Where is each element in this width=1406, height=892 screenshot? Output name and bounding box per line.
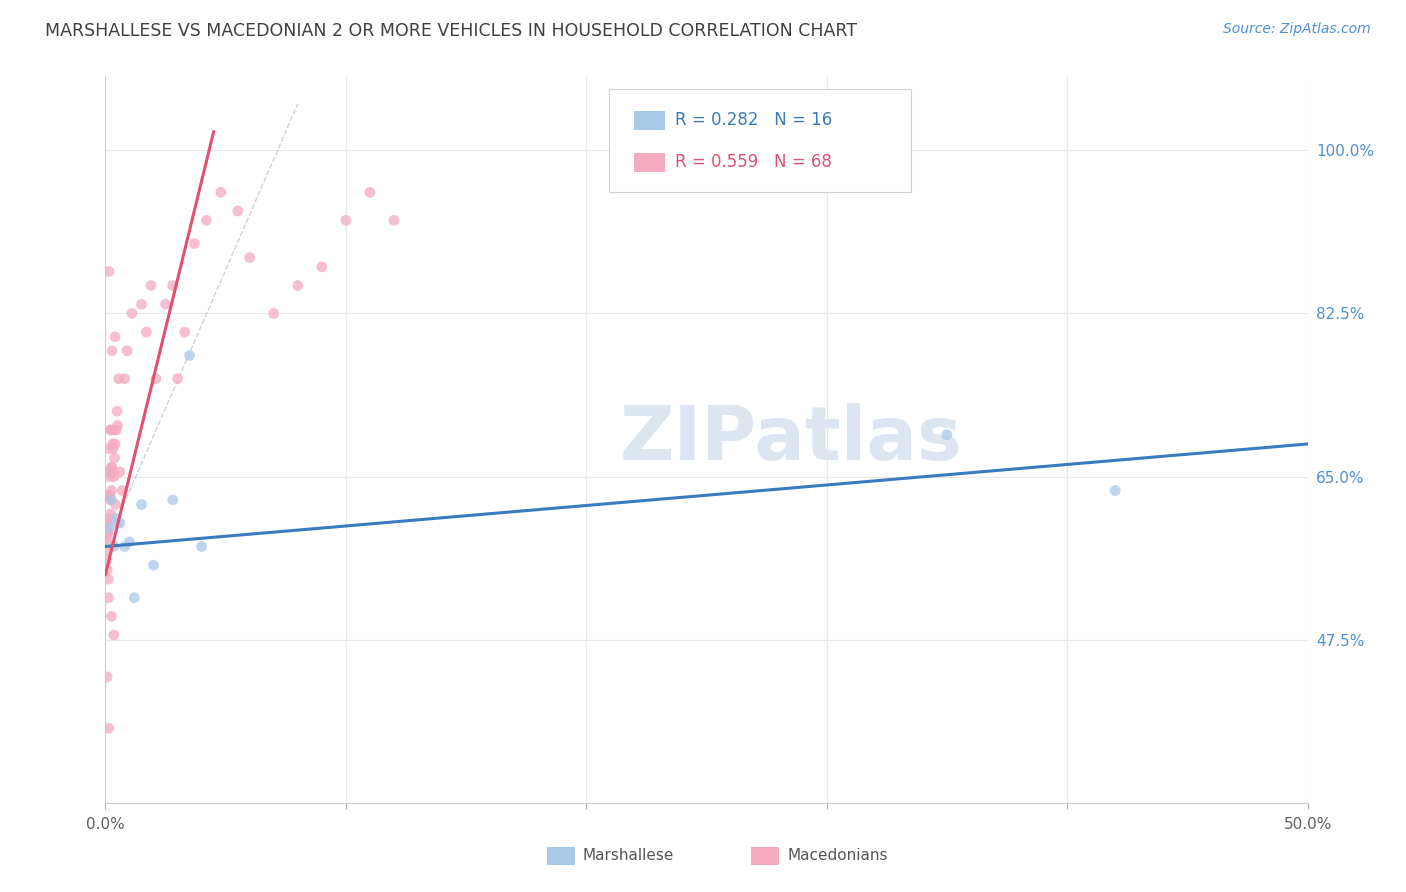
Point	[96, 670, 118, 684]
Point	[101, 465, 124, 479]
Text: Macedonians: Macedonians	[787, 848, 887, 863]
Point	[226, 204, 249, 219]
Point	[155, 297, 177, 311]
Point	[936, 427, 959, 442]
Point	[98, 442, 121, 456]
Point	[311, 260, 333, 274]
Point	[382, 213, 405, 227]
Point	[173, 325, 195, 339]
Point	[101, 460, 124, 475]
Point	[101, 442, 124, 456]
Text: ZIPatlas: ZIPatlas	[620, 403, 962, 475]
Point	[131, 498, 153, 512]
Point	[96, 530, 118, 544]
Point	[124, 591, 146, 605]
Point	[101, 343, 124, 358]
Point	[101, 465, 124, 479]
Point	[100, 423, 122, 437]
Point	[97, 721, 120, 735]
Point	[209, 186, 232, 200]
Point	[97, 591, 120, 605]
Point	[195, 213, 218, 227]
Point	[103, 540, 125, 554]
Point	[105, 404, 128, 418]
Point	[98, 521, 121, 535]
Point	[98, 511, 121, 525]
Point	[100, 507, 122, 521]
Point	[1104, 483, 1126, 498]
Point	[103, 469, 125, 483]
Point	[139, 278, 162, 293]
Point	[98, 488, 121, 502]
Point	[190, 540, 212, 554]
Point	[107, 418, 129, 433]
Point	[104, 437, 127, 451]
Point	[105, 423, 128, 437]
Point	[107, 516, 129, 531]
Point	[100, 460, 122, 475]
Point	[97, 525, 120, 540]
Point	[104, 330, 127, 344]
Point	[121, 306, 143, 320]
Point	[287, 278, 309, 293]
Point	[166, 372, 188, 386]
Text: Source: ZipAtlas.com: Source: ZipAtlas.com	[1223, 22, 1371, 37]
Point	[104, 498, 127, 512]
Point	[131, 297, 153, 311]
Point	[162, 492, 184, 507]
Point	[335, 213, 357, 227]
Point	[101, 437, 124, 451]
Point	[103, 450, 125, 465]
Point	[145, 372, 167, 386]
Point	[108, 465, 131, 479]
Point	[96, 516, 118, 531]
Point	[96, 516, 118, 531]
Point	[105, 511, 128, 525]
Point	[103, 423, 125, 437]
Point	[96, 534, 118, 549]
Point	[359, 186, 381, 200]
Point	[100, 492, 122, 507]
Text: MARSHALLESE VS MACEDONIAN 2 OR MORE VEHICLES IN HOUSEHOLD CORRELATION CHART: MARSHALLESE VS MACEDONIAN 2 OR MORE VEHI…	[45, 22, 858, 40]
Point	[97, 465, 120, 479]
Point	[179, 348, 201, 362]
Point	[100, 483, 122, 498]
Point	[97, 525, 120, 540]
Point	[103, 628, 125, 642]
Point	[142, 558, 165, 573]
Point	[100, 609, 122, 624]
Point	[239, 251, 262, 265]
Point	[97, 488, 120, 502]
Y-axis label: 2 or more Vehicles in Household: 2 or more Vehicles in Household	[0, 316, 7, 563]
Point	[111, 483, 134, 498]
Point	[96, 553, 118, 567]
Point	[115, 343, 138, 358]
Point	[263, 306, 285, 320]
Point	[107, 372, 129, 386]
Point	[96, 563, 118, 577]
Point	[97, 572, 120, 586]
Point	[97, 469, 120, 483]
Point	[96, 544, 118, 558]
Point	[114, 372, 136, 386]
Point	[135, 325, 157, 339]
Text: R = 0.559   N = 68: R = 0.559 N = 68	[675, 153, 832, 171]
Point	[114, 540, 136, 554]
Point	[98, 264, 121, 278]
Text: R = 0.282   N = 16: R = 0.282 N = 16	[675, 112, 832, 129]
Point	[108, 516, 131, 531]
Text: Marshallese: Marshallese	[582, 848, 673, 863]
Point	[183, 236, 205, 251]
Point	[98, 492, 121, 507]
Point	[118, 534, 141, 549]
Point	[162, 278, 184, 293]
Point	[100, 423, 122, 437]
